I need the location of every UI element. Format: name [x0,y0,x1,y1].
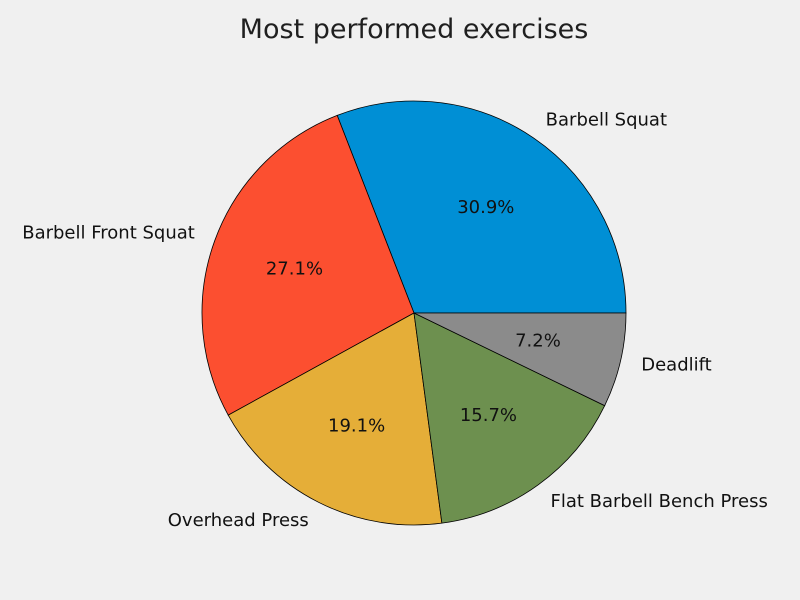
slice-category-label: Barbell Front Squat [22,222,195,243]
pie-slice [227,312,443,526]
pie-slice [201,114,415,416]
pie-slice [413,312,606,524]
slice-category-label: Flat Barbell Bench Press [550,491,767,512]
slice-percent-label: 19.1% [328,416,385,437]
pie-slice [336,100,627,314]
slice-percent-label: 7.2% [515,331,561,352]
slice-percent-label: 27.1% [266,259,323,280]
slice-category-label: Deadlift [641,354,711,375]
slice-category-label: Barbell Squat [546,110,667,131]
chart-title: Most performed exercises [239,14,589,45]
slice-percent-label: 30.9% [457,197,514,218]
pie-slice [413,312,627,407]
slice-percent-label: 15.7% [460,405,517,426]
slice-category-label: Overhead Press [168,510,309,531]
